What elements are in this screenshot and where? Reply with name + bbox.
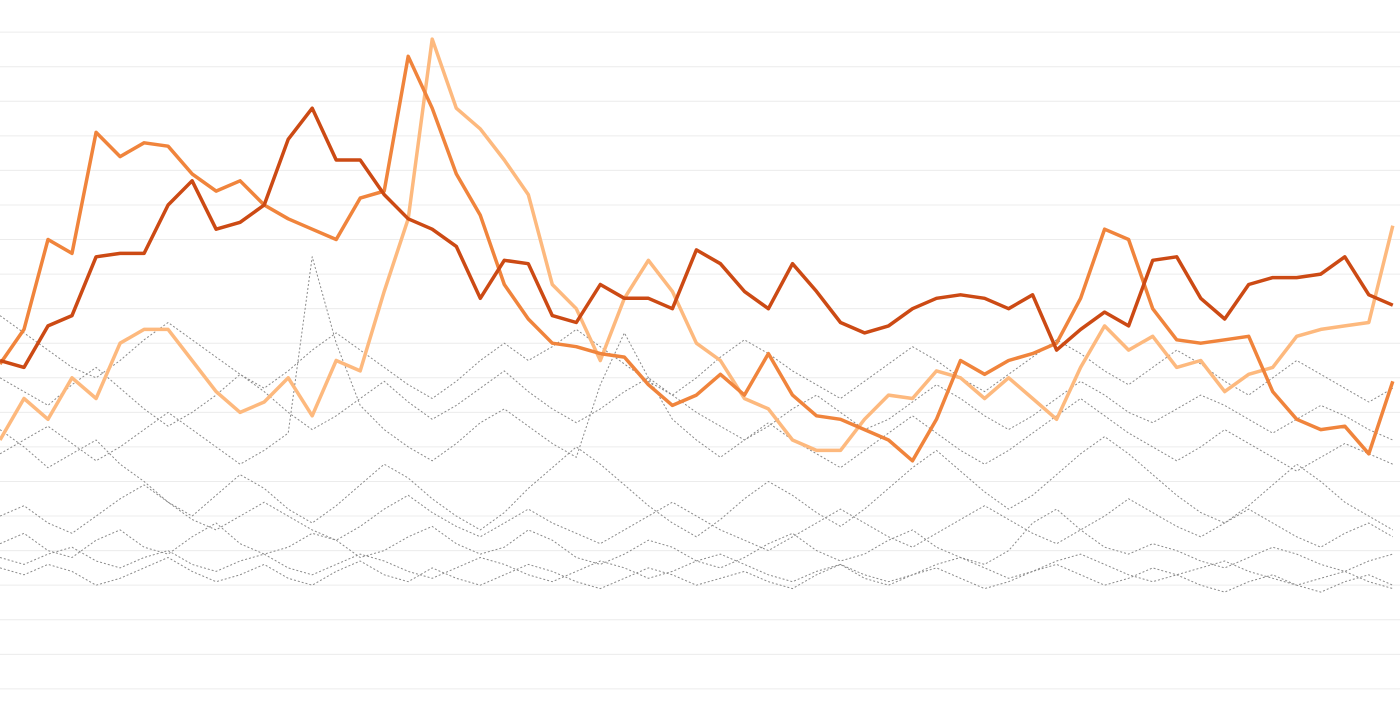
highlight-line: [0, 37, 1395, 453]
highlight-line: [0, 106, 1394, 370]
background-line: [0, 429, 1394, 538]
background-line: [0, 366, 1393, 441]
background-line: [0, 484, 1394, 552]
background-line: [0, 508, 1393, 572]
background-line: [0, 256, 1393, 472]
background-line: [0, 315, 1394, 403]
background-line: [0, 546, 1393, 590]
highlight-line: [0, 54, 1395, 463]
background-line: [0, 557, 1393, 593]
